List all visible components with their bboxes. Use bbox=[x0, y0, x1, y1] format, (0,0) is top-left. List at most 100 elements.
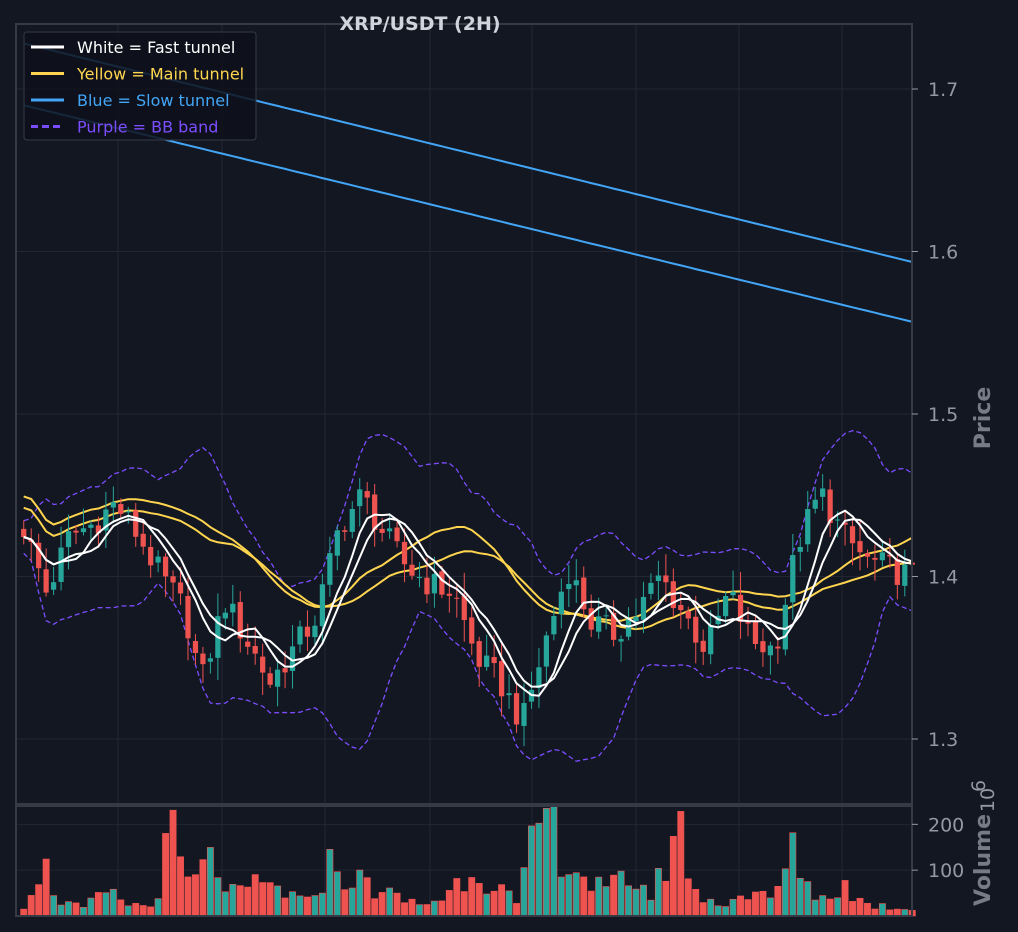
volume-bar-21 bbox=[177, 856, 184, 917]
candle-body-12 bbox=[110, 502, 116, 508]
candle-body-27 bbox=[222, 612, 228, 619]
candle-body-91 bbox=[700, 640, 706, 652]
panel-frames bbox=[15, 23, 913, 917]
candle-body-33 bbox=[267, 673, 273, 685]
candle-body-85 bbox=[655, 575, 662, 582]
candle-body-3 bbox=[43, 569, 49, 593]
volume-axis-label-group: Volume bbox=[971, 814, 996, 906]
candle-body-51 bbox=[401, 541, 408, 565]
candle-body-47 bbox=[372, 494, 378, 530]
volume-bar-98 bbox=[752, 891, 759, 917]
volume-bar-89 bbox=[684, 878, 692, 917]
volume-bar-11 bbox=[102, 892, 110, 917]
volume-bar-85 bbox=[654, 867, 662, 917]
candle-body-98 bbox=[752, 620, 759, 645]
volume-bar-68 bbox=[528, 825, 535, 917]
volume-bar-80 bbox=[617, 870, 625, 917]
volume-bar-37 bbox=[296, 895, 304, 917]
volume-bar-47 bbox=[371, 898, 379, 917]
volume-bar-16 bbox=[139, 905, 147, 917]
volume-bar-91 bbox=[699, 902, 707, 917]
candle-body-43 bbox=[342, 530, 348, 532]
candle-body-107 bbox=[820, 488, 826, 497]
volume-bar-25 bbox=[206, 847, 214, 917]
volume-bar-46 bbox=[363, 877, 371, 917]
volume-bar-115 bbox=[878, 903, 886, 917]
candle-body-9 bbox=[88, 524, 94, 528]
candle-body-4 bbox=[50, 582, 57, 590]
candle-body-63 bbox=[491, 656, 497, 664]
candle-body-13 bbox=[118, 504, 124, 514]
candle-body-92 bbox=[708, 625, 714, 655]
volume-bar-58 bbox=[453, 878, 461, 917]
candle-body-38 bbox=[304, 626, 311, 637]
candle-body-97 bbox=[745, 622, 751, 624]
candle-body-90 bbox=[693, 616, 699, 643]
volume-bar-6 bbox=[65, 901, 72, 917]
volume-bar-17 bbox=[147, 906, 155, 917]
price-axis-label: Price bbox=[971, 387, 996, 449]
volume-bar-104 bbox=[796, 877, 804, 917]
volume-bar-19 bbox=[162, 833, 170, 917]
volume-bar-35 bbox=[281, 897, 289, 917]
candle-body-83 bbox=[640, 596, 647, 620]
volume-bar-99 bbox=[759, 890, 767, 917]
candle-body-75 bbox=[581, 577, 587, 610]
volume-bar-3 bbox=[42, 858, 50, 917]
candle-body-88 bbox=[678, 605, 684, 611]
candle-body-16 bbox=[140, 533, 146, 547]
volume-bar-93 bbox=[714, 905, 722, 917]
candle-body-114 bbox=[872, 557, 878, 560]
volume-tick-label-0: 100 bbox=[928, 860, 964, 882]
volume-bar-57 bbox=[445, 890, 453, 917]
volume-bar-20 bbox=[169, 809, 177, 917]
volume-bar-23 bbox=[192, 874, 199, 917]
volume-bar-105 bbox=[804, 881, 812, 917]
candle-body-10 bbox=[95, 525, 102, 534]
candle-body-89 bbox=[685, 611, 691, 619]
legend: White = Fast tunnel Yellow = Main tunnel B… bbox=[23, 31, 257, 141]
volume-bar-50 bbox=[393, 892, 401, 917]
volume-bar-40 bbox=[318, 892, 326, 917]
candle-body-30 bbox=[245, 641, 251, 647]
volume-bar-31 bbox=[251, 874, 259, 917]
candle-body-101 bbox=[775, 646, 781, 649]
candle-body-100 bbox=[767, 645, 774, 656]
candle-body-28 bbox=[230, 603, 236, 613]
main-tunnel-lower bbox=[23, 506, 913, 631]
candle-body-22 bbox=[185, 596, 191, 639]
candle-body-61 bbox=[476, 641, 482, 667]
candle-body-19 bbox=[162, 556, 169, 577]
volume-bar-108 bbox=[826, 898, 834, 917]
fast-tunnel bbox=[23, 509, 913, 697]
candle-body-39 bbox=[312, 625, 318, 638]
volume-bar-88 bbox=[677, 811, 685, 917]
volume-bar-107 bbox=[819, 895, 827, 917]
volume-bar-10 bbox=[94, 892, 102, 917]
volume-bar-22 bbox=[184, 876, 192, 917]
volume-bar-97 bbox=[744, 899, 752, 917]
volume-bar-54 bbox=[423, 904, 431, 917]
candle-body-82 bbox=[633, 616, 639, 622]
candle-body-55 bbox=[431, 573, 438, 594]
candle-body-31 bbox=[252, 645, 258, 654]
volume-multiplier: 10 6 bbox=[968, 780, 999, 812]
volume-bar-95 bbox=[729, 898, 737, 917]
volume-bar-8 bbox=[80, 907, 87, 917]
volume-bar-34 bbox=[274, 885, 282, 917]
volume-bar-86 bbox=[662, 880, 670, 917]
candle-body-52 bbox=[409, 564, 415, 576]
volume-bar-60 bbox=[468, 877, 476, 917]
volume-multiplier-base: 10 bbox=[977, 788, 999, 812]
bb-upper-band bbox=[23, 430, 913, 587]
candle-body-8 bbox=[80, 528, 87, 533]
volume-bar-41 bbox=[326, 849, 334, 917]
candle-body-7 bbox=[73, 530, 79, 533]
candle-body-49 bbox=[386, 528, 393, 532]
volume-bar-112 bbox=[856, 897, 864, 917]
volume-bar-29 bbox=[236, 885, 244, 917]
candle-body-25 bbox=[207, 658, 214, 662]
fast-tunnel-lower bbox=[23, 517, 913, 688]
candle-body-41 bbox=[327, 553, 333, 585]
